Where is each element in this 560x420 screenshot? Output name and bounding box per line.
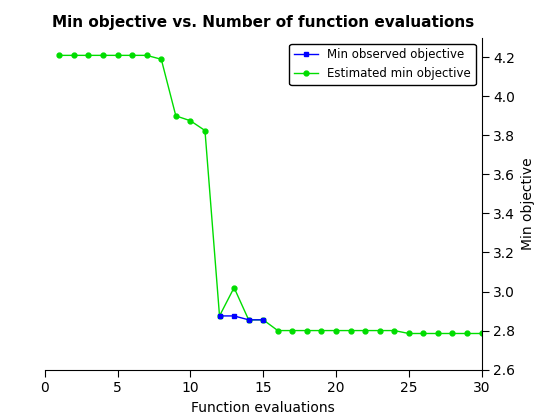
Estimated min objective [391,328,398,333]
Estimated min objective [245,318,252,323]
Y-axis label: Min objective: Min objective [521,158,535,250]
Estimated min objective [464,331,470,336]
Title: Min objective vs. Number of function evaluations: Min objective vs. Number of function eva… [52,15,474,30]
Estimated min objective [420,331,427,336]
Estimated min objective [274,328,281,333]
Estimated min objective [114,53,121,58]
Estimated min objective [449,331,456,336]
Estimated min objective [172,113,179,118]
Estimated min objective [216,313,223,318]
Estimated min objective [71,53,77,58]
Estimated min objective [260,318,267,323]
Min observed objective [260,318,267,323]
Estimated min objective [158,57,165,62]
Estimated min objective [435,331,441,336]
Min observed objective [231,313,237,318]
Estimated min objective [56,53,63,58]
Estimated min objective [85,53,92,58]
Line: Min observed objective: Min observed objective [217,313,265,322]
Estimated min objective [143,53,150,58]
Estimated min objective [202,128,208,133]
Estimated min objective [333,328,339,333]
Estimated min objective [100,53,106,58]
X-axis label: Function evaluations: Function evaluations [192,401,335,415]
Estimated min objective [129,53,136,58]
Estimated min objective [347,328,354,333]
Min observed objective [216,313,223,318]
Legend: Min observed objective, Estimated min objective: Min observed objective, Estimated min ob… [290,44,475,85]
Estimated min objective [478,331,485,336]
Line: Estimated min objective: Estimated min objective [57,53,484,336]
Estimated min objective [231,285,237,290]
Estimated min objective [318,328,325,333]
Estimated min objective [187,118,194,123]
Estimated min objective [376,328,383,333]
Min observed objective [245,318,252,323]
Estimated min objective [405,331,412,336]
Estimated min objective [362,328,368,333]
Estimated min objective [304,328,310,333]
Estimated min objective [289,328,296,333]
